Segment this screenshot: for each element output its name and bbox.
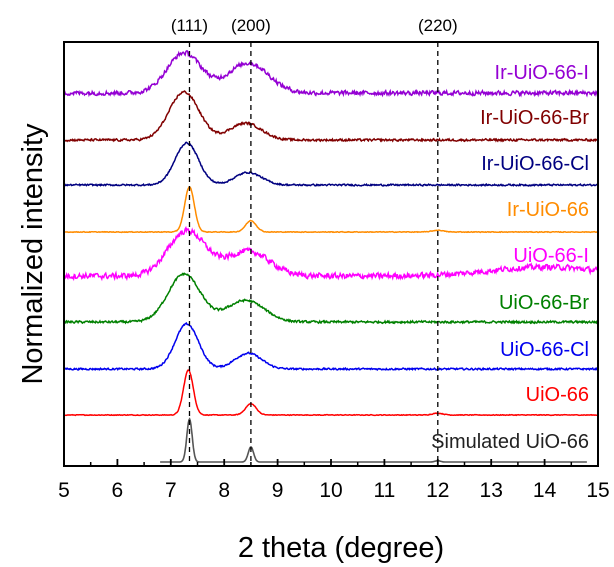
x-tick-label-9: 9 <box>272 479 284 502</box>
series-line-uio-66 <box>63 369 598 417</box>
series-label-ir-uio-66-br: Ir-UiO-66-Br <box>480 107 589 129</box>
series-label-ir-uio-66-i: Ir-UiO-66-I <box>495 62 589 84</box>
x-tick-label-5: 5 <box>58 479 70 502</box>
series-label-ir-uio-66: Ir-UiO-66 <box>507 199 589 221</box>
series-label-simulated-uio-66: Simulated UiO-66 <box>431 431 589 453</box>
series-line-ir-uio-66-i <box>63 49 599 98</box>
series-line-ir-uio-66 <box>63 186 598 234</box>
x-tick-label-11: 11 <box>373 479 395 502</box>
series-line-ir-uio-66-cl <box>63 141 599 188</box>
series-label-uio-66-i: UiO-66-I <box>513 245 589 267</box>
series-labels: Simulated UiO-66 UiO-66 UiO-66-Cl UiO-66-Br… <box>431 62 589 453</box>
x-tick-label-12: 12 <box>426 479 449 502</box>
y-axis-title: Normalized intensity <box>17 123 49 385</box>
series-line-uio-66-br <box>63 272 599 325</box>
peak-label-0: (111) <box>171 16 208 35</box>
series-label-uio-66: UiO-66 <box>526 384 589 406</box>
series-line-simulated-uio-66 <box>160 417 587 463</box>
series-label-uio-66-cl: UiO-66-Cl <box>500 339 589 361</box>
series-line-uio-66-cl <box>63 321 599 372</box>
peak-labels: (111) (200) (220) <box>171 16 458 35</box>
x-tick-label-7: 7 <box>165 479 177 502</box>
peak-label-1: (200) <box>231 16 271 35</box>
x-tick-label-13: 13 <box>480 479 503 502</box>
reference-lines <box>188 42 439 466</box>
series-label-uio-66-br: UiO-66-Br <box>499 292 589 314</box>
x-ticks <box>63 459 599 466</box>
series-traces <box>63 49 599 463</box>
series-label-ir-uio-66-cl: Ir-UiO-66-Cl <box>481 153 589 175</box>
x-tick-labels: 5 6 7 8 9 10 11 12 13 14 15 <box>58 479 610 502</box>
x-tick-label-10: 10 <box>319 479 342 502</box>
x-tick-label-14: 14 <box>533 479 557 502</box>
series-line-uio-66-i <box>63 225 599 282</box>
peak-label-2: (220) <box>418 16 458 35</box>
series-line-ir-uio-66-br <box>63 90 599 143</box>
x-tick-label-15: 15 <box>586 479 609 502</box>
x-tick-label-8: 8 <box>218 479 230 502</box>
x-tick-label-6: 6 <box>112 479 124 502</box>
x-axis-title: 2 theta (degree) <box>238 532 444 564</box>
